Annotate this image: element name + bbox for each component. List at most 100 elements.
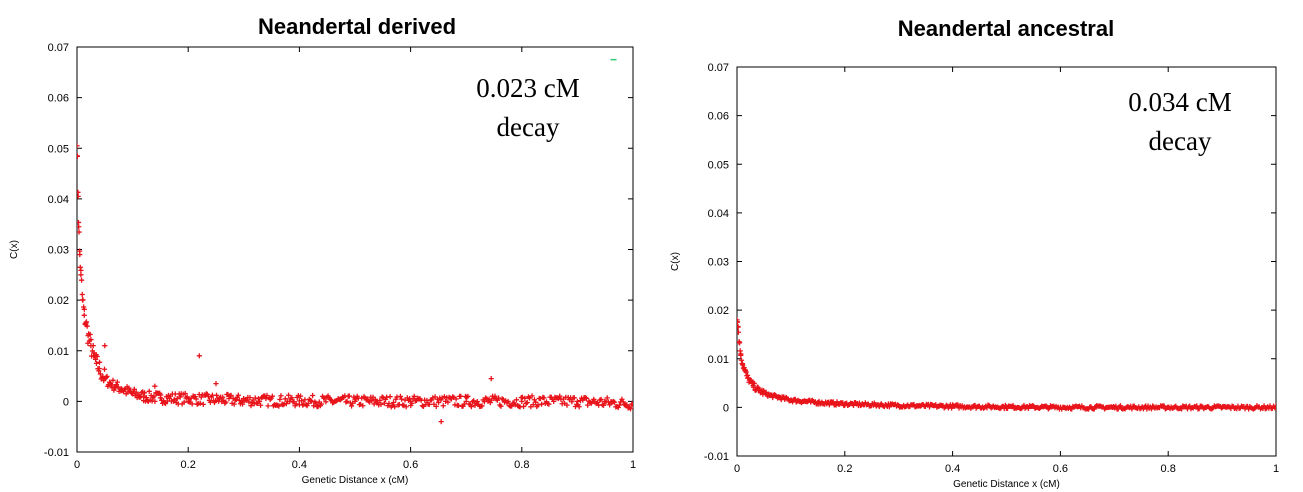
data-point [604,395,610,401]
y-tick-label: -0.01 [44,447,69,459]
data-point [521,403,527,410]
data-point [308,398,315,404]
data-point [453,396,459,402]
data-point [285,392,292,398]
data-point [850,402,857,408]
data-point [174,395,180,402]
data-point [392,404,398,410]
data-point [200,401,206,408]
data-point [426,401,432,408]
y-tick-label: 0.05 [708,159,729,171]
data-point [569,399,575,405]
data-point [78,272,84,278]
y-tick-label: -0.01 [704,451,729,463]
data-point [189,401,195,407]
x-tick-label: 0.2 [181,459,196,471]
data-point [411,393,417,399]
data-point [479,403,485,409]
data-point [492,393,498,399]
data-point [297,393,304,399]
data-point [275,402,281,408]
data-point [255,396,262,402]
data-point [289,395,295,401]
data-marks [77,58,633,425]
data-point [737,317,740,323]
decay-annotation: decay [1149,126,1212,156]
data-point [524,399,530,406]
data-point [387,394,393,400]
data-point [737,329,742,335]
y-tick-label: 0 [723,402,729,414]
outlier-point [102,343,108,349]
data-point [84,323,90,329]
data-point [755,387,762,393]
y-tick-label: 0.03 [48,245,69,257]
data-point [152,398,158,404]
data-point [113,383,119,389]
data-point [397,393,404,399]
data-point [377,397,383,403]
x-tick-label: 1 [630,459,636,471]
data-point [750,382,756,389]
x-tick-label: 0.4 [292,459,307,471]
data-point [630,401,633,407]
data-point [257,402,264,408]
data-point [277,396,283,403]
data-point [1057,404,1063,410]
data-point [509,403,515,409]
data-point [107,381,113,387]
data-point [624,402,630,408]
data-point [141,390,148,396]
data-point [77,193,81,199]
data-point [1129,406,1135,412]
data-point [223,399,229,405]
data-point [737,324,741,330]
data-point [1003,404,1010,410]
data-point [1273,404,1276,410]
data-point [130,391,136,397]
data-point [1273,403,1276,409]
data-point [583,395,590,401]
data-point [248,403,254,409]
data-point [85,332,91,339]
data-point [541,395,547,401]
data-point [505,398,511,405]
data-point [403,404,409,410]
data-point [276,403,282,409]
data-point [461,401,467,407]
data-point [141,393,147,399]
data-point [78,267,84,273]
data-point [81,312,87,318]
data-point [126,385,132,391]
data-point [96,359,103,365]
data-point [110,377,116,383]
data-point [77,251,83,258]
data-point [445,399,451,405]
data-point [386,400,392,407]
data-point [228,392,234,398]
data-point [348,403,355,409]
data-point [247,395,253,401]
data-point [616,402,623,408]
data-point [313,400,319,406]
data-point [83,320,89,326]
decay-annotation: 0.034 cM [1128,87,1232,117]
data-point [533,399,539,405]
data-point [620,399,626,405]
data-point [256,398,263,404]
data-point [185,396,191,402]
data-point [738,351,744,357]
y-tick-label: 0.01 [708,354,729,366]
y-tick-label: 0.06 [708,111,729,123]
data-point [474,398,480,405]
data-point [263,395,269,402]
outlier-point [438,419,444,425]
y-axis-label: C(x) [670,252,681,271]
y-tick-label: 0.03 [708,257,729,269]
data-point [146,388,152,394]
data-point [766,392,772,398]
data-point [161,400,168,406]
data-point [79,291,85,298]
data-point [213,392,220,398]
data-point [619,396,625,402]
